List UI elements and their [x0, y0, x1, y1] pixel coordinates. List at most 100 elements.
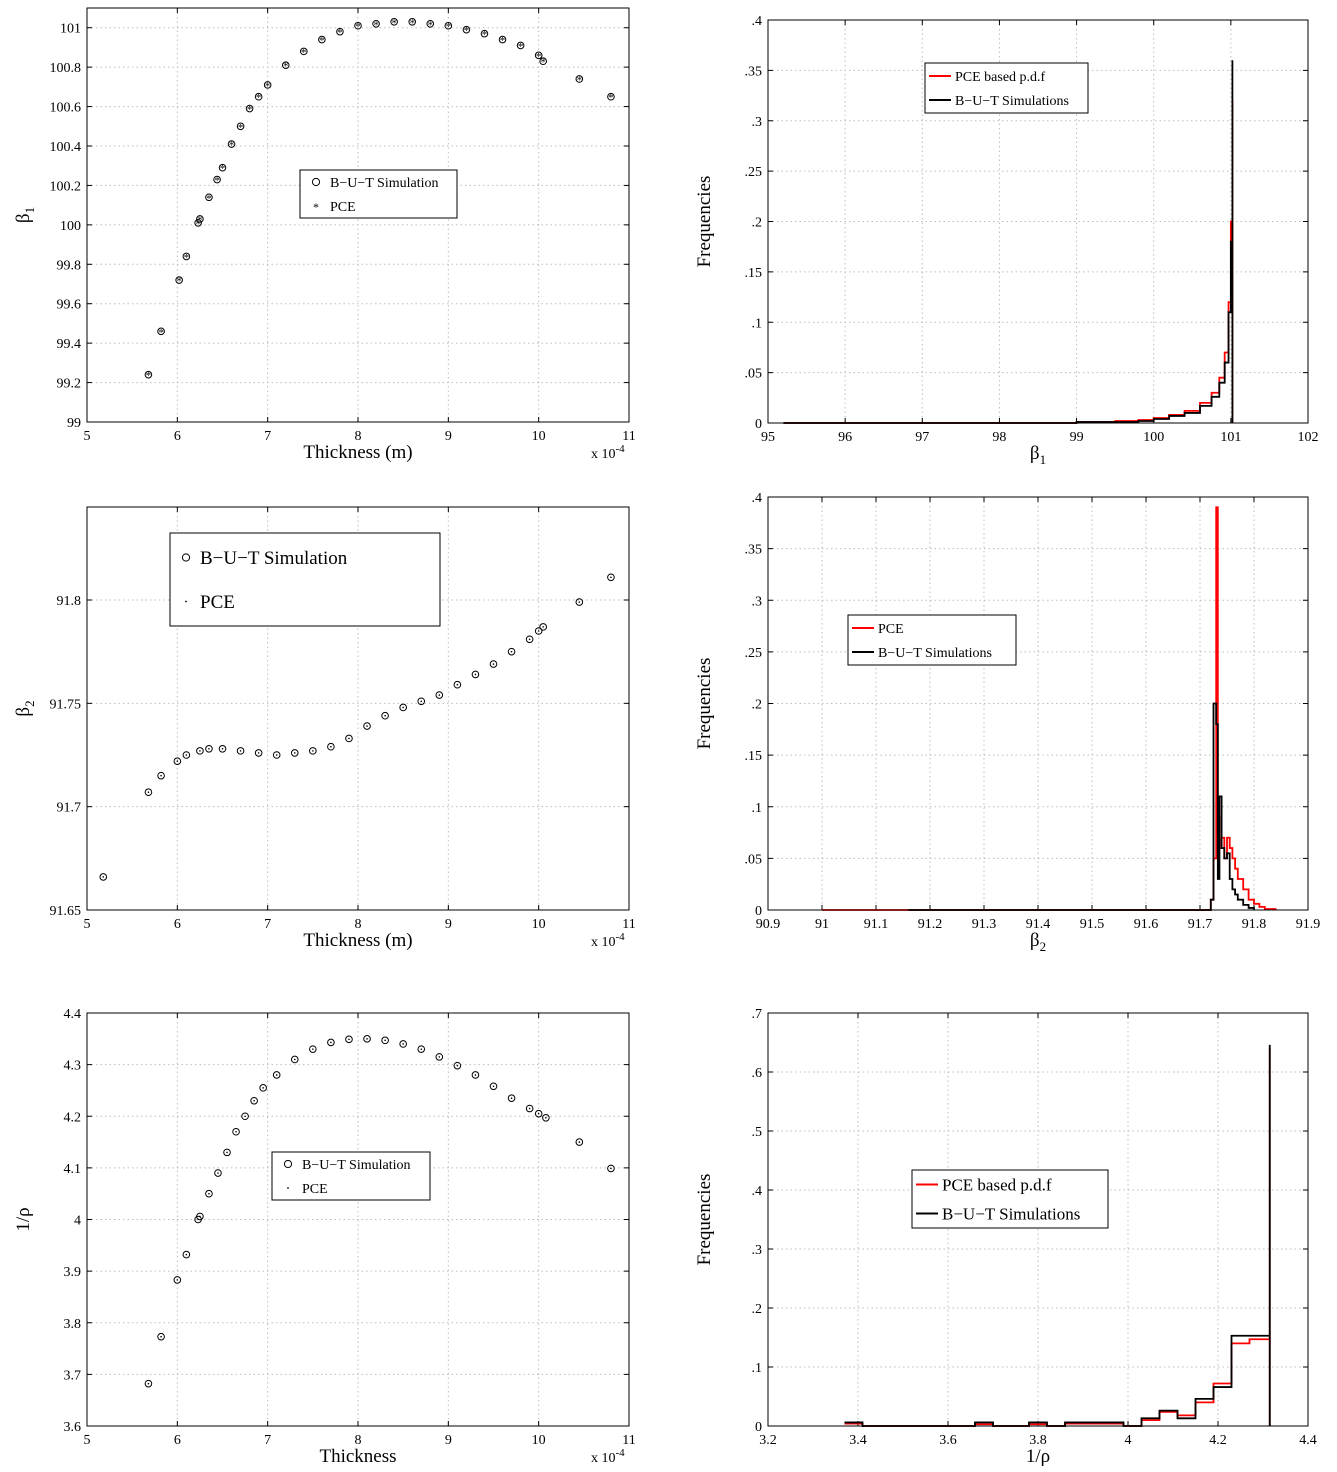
data-point-star: * [319, 35, 325, 47]
y-tick-label: .2 [752, 1302, 763, 1317]
legend-box [911, 1169, 1109, 1229]
legend-label: PCE [200, 592, 235, 613]
data-point-circle [575, 1138, 584, 1146]
x-axis-label-subscript: 1 [1040, 452, 1047, 467]
x-tick-label: 9 [445, 917, 452, 932]
x-tick-label: 7 [264, 429, 271, 444]
data-point-star: * [195, 218, 201, 230]
data-point-dot [384, 714, 386, 717]
axes-box [86, 7, 630, 423]
chart-panel-2: 95 96 97 98 99 100 101 102 0 .05 .1 .15 .2 .25 .3 .35 .4… [694, 14, 1319, 467]
data-point-dot [293, 1058, 296, 1061]
data-point-circle [144, 370, 153, 379]
x-axis-label-subscript: 2 [1040, 939, 1047, 954]
x-tick-label: 3.6 [939, 1433, 957, 1448]
x-tick-label: 7 [264, 1433, 271, 1448]
x-tick-label: 6 [174, 1433, 181, 1448]
data-point-circle [205, 745, 213, 753]
legend-box [924, 62, 1089, 114]
x-tick-label: 10 [532, 429, 546, 444]
data-point-circle [241, 1112, 249, 1121]
data-point-dot [528, 638, 531, 641]
data-point-circle [534, 627, 543, 635]
legend-box [299, 169, 458, 219]
data-point-circle [575, 75, 584, 83]
data-point-star: * [206, 193, 212, 205]
legend: B−U−T Simulation PCE [271, 1151, 431, 1201]
data-point-dot [610, 1167, 612, 1170]
data-point-circle [309, 1045, 317, 1053]
data-point-circle [254, 92, 263, 101]
data-point-dot [235, 1130, 237, 1133]
data-point-circle [214, 1169, 222, 1177]
x-axis-multiplier: x 10-4 [591, 1447, 625, 1466]
data-point-circle [236, 122, 245, 131]
data-point-dot [199, 1215, 201, 1218]
data-point-dot [366, 725, 368, 727]
data-point-dot [537, 630, 540, 632]
data-point-circle [417, 1045, 426, 1053]
x-tick-label: 90.9 [756, 917, 781, 932]
data-point-circle [525, 1104, 534, 1113]
data-point-circle [381, 711, 389, 720]
axes-box [767, 496, 1309, 911]
x-axis-label: β2 [1030, 930, 1046, 954]
y-tick-label: .4 [752, 491, 763, 506]
x-tick-label: 91.4 [1026, 917, 1051, 932]
data-point-circle [539, 57, 547, 66]
data-point-dot [528, 1107, 531, 1110]
legend-label: PCE [330, 200, 356, 215]
data-point-circle [205, 1189, 213, 1198]
data-point-circle [254, 749, 263, 757]
data-point-dot [262, 1087, 264, 1089]
data-point-star: * [482, 29, 488, 41]
x-tick-label: 3.4 [849, 1433, 867, 1448]
y-tick-label: 0 [755, 1420, 762, 1435]
data-point-dot [610, 576, 612, 579]
x-tick-label: 11 [622, 429, 635, 444]
x-tick-label: 91.6 [1134, 917, 1159, 932]
data-point-dot [578, 601, 581, 603]
data-point-star: * [256, 92, 262, 104]
x-tick-label: 102 [1298, 430, 1319, 445]
data-point-circle [399, 703, 407, 712]
data-point-dot [226, 1151, 228, 1154]
data-point-dot [366, 1038, 368, 1040]
data-point-dot [221, 748, 224, 750]
data-point-dot [474, 1074, 477, 1076]
data-point-dot [578, 1141, 581, 1143]
y-tick-label: .05 [745, 367, 763, 382]
axes-box [767, 1012, 1309, 1427]
y-tick-label: 3.9 [64, 1265, 82, 1280]
x-tick-label: 11 [622, 917, 635, 932]
x-tick-label: 5 [84, 917, 91, 932]
data-point-star: * [265, 80, 271, 92]
data-point-circle [236, 747, 245, 755]
data-point-circle [480, 29, 489, 38]
data-point-dot [176, 1279, 179, 1281]
y-tick-label: 100.2 [50, 179, 82, 194]
x-tick-label: 9 [445, 1433, 452, 1448]
y-tick-label: .15 [745, 749, 763, 764]
axes-box [767, 19, 1309, 424]
data-point-dot [492, 1085, 495, 1088]
data-point-circle [435, 691, 444, 699]
data-point-circle [182, 751, 191, 759]
data-point-circle [290, 1055, 299, 1064]
x-tick-label: 91.8 [1242, 917, 1267, 932]
data-point-circle [471, 1071, 480, 1079]
data-point-circle [196, 1212, 204, 1221]
data-point-circle [453, 1061, 462, 1070]
y-tick-label: 4.4 [64, 1007, 82, 1022]
data-point-circle [205, 193, 213, 202]
data-point-circle [175, 276, 183, 284]
y-axis-label: β2 [13, 700, 37, 716]
y-tick-label: .25 [745, 646, 763, 661]
data-point-circle [157, 771, 165, 780]
x-tick-label: 7 [264, 917, 271, 932]
y-tick-label: .2 [752, 698, 763, 713]
y-axis-label-subscript: 1 [22, 207, 37, 214]
chart-panel-5: 5 6 7 8 9 10 11 3.6 3.7 3.8 3.9 4 4.1 4.2 4.3 4.4 Thickn… [13, 1007, 636, 1467]
y-tick-label: .1 [752, 1361, 763, 1376]
